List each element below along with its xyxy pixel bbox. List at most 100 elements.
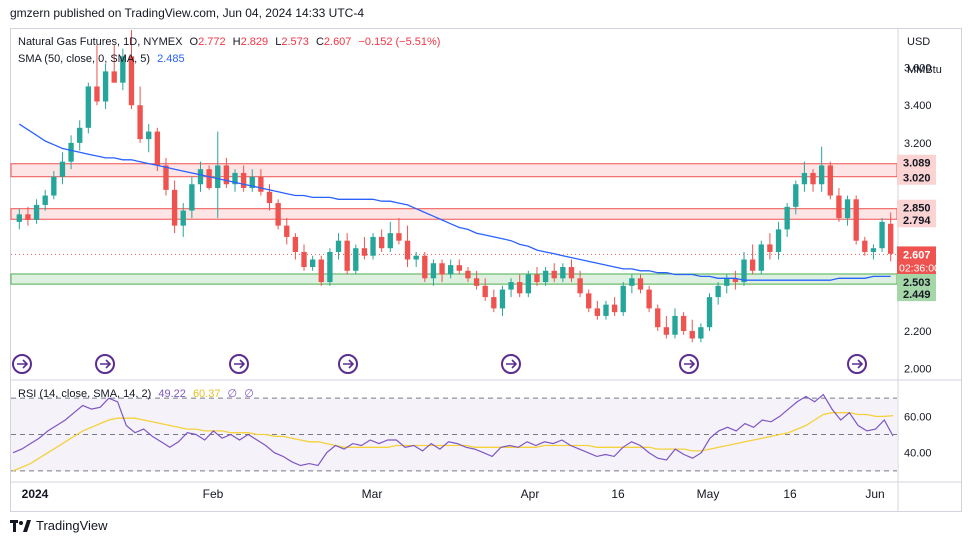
candle: [301, 244, 307, 271]
candle-body: [163, 165, 169, 190]
candle-body: [309, 259, 316, 268]
last-price-label: 2.607: [903, 249, 931, 261]
candle-body: [758, 244, 764, 271]
candle-body: [689, 330, 695, 339]
candle-body: [422, 255, 428, 279]
zone-resistance-1: [10, 208, 898, 220]
candle-body: [603, 304, 609, 316]
candle: [128, 30, 135, 110]
candle-body: [801, 172, 808, 185]
candle-body: [396, 233, 402, 241]
candle: [577, 270, 583, 298]
candle: [542, 267, 549, 286]
candle-body: [189, 184, 195, 211]
event-marker-arrow: [17, 359, 29, 369]
candle-body: [102, 71, 109, 102]
symbol-title: Natural Gas Futures, 1D, NYMEX: [18, 36, 183, 48]
candle-body: [448, 265, 454, 275]
candle-body: [223, 165, 230, 185]
candle: [422, 251, 428, 283]
candle: [266, 184, 273, 211]
candle: [223, 157, 230, 189]
time-tick-label: Apr: [521, 487, 540, 501]
candle-body: [111, 71, 117, 83]
candle: [240, 165, 247, 192]
candle-body: [836, 195, 842, 219]
zone-1-top-label: 3.089: [903, 158, 931, 170]
rsi-line: [12, 393, 894, 467]
footer-brand[interactable]: TradingView: [10, 518, 108, 533]
candle-body: [77, 127, 83, 143]
publisher-caption: gmzern published on TradingView.com, Jun…: [10, 6, 364, 20]
candle-body: [215, 165, 221, 189]
candle: [206, 165, 212, 190]
price-tick-label: 3.200: [904, 138, 932, 150]
candle-body: [171, 189, 178, 226]
candle-body: [499, 289, 506, 309]
candle: [499, 285, 506, 316]
sma-line: [18, 123, 891, 281]
currency-label[interactable]: USD: [907, 36, 931, 48]
event-marker-icon: [501, 354, 521, 374]
candle-body: [568, 267, 575, 279]
low-label: L: [275, 36, 282, 48]
candle-body: [120, 56, 126, 83]
candle: [818, 146, 825, 192]
countdown-label: 02:36:00: [899, 262, 940, 274]
candle: [404, 225, 411, 268]
candle: [706, 293, 713, 331]
candle: [249, 169, 255, 192]
candle-body: [732, 278, 739, 283]
zone-3-bottom-label-bg: [897, 286, 936, 302]
candle: [698, 323, 704, 343]
candle-body: [370, 236, 376, 256]
candle-body: [879, 221, 885, 249]
time-axis: 2024 Feb Mar Apr 16 May 16 Jun: [22, 487, 885, 501]
candle: [775, 221, 782, 260]
candle-body: [275, 203, 281, 226]
unit-label[interactable]: MMBtu: [907, 64, 942, 76]
candle-body: [508, 282, 514, 290]
candle-body: [862, 240, 868, 252]
zone-3-top-label-bg: [897, 273, 936, 289]
rsi-sma-value: 60.37: [192, 388, 221, 400]
candle-body: [318, 259, 324, 283]
candle-body: [611, 304, 618, 313]
rsi-tick-label: 60.00: [904, 411, 932, 423]
candle: [439, 259, 445, 283]
candle: [594, 300, 601, 320]
candle: [335, 233, 342, 260]
candle-body: [42, 195, 48, 205]
candle: [793, 180, 799, 215]
candle-body: [586, 293, 592, 309]
candle-body: [284, 225, 290, 237]
time-tick-label: Feb: [203, 487, 224, 501]
chart-frame: [10, 28, 962, 512]
candle-body: [378, 236, 385, 249]
zones: [10, 163, 898, 285]
rsi-value: 49.22: [158, 388, 186, 400]
zone-3-bottom-label: 2.449: [903, 289, 931, 301]
candle: [258, 169, 264, 196]
candle: [163, 157, 169, 196]
candle-body: [741, 259, 747, 283]
candle: [465, 267, 471, 283]
candle: [862, 236, 868, 256]
candle: [888, 212, 894, 262]
candle: [525, 270, 532, 298]
candle: [275, 199, 281, 230]
candle-body: [827, 165, 833, 196]
sma-label: SMA (50, close, 0, SMA, 5): [18, 53, 151, 65]
candle: [456, 259, 462, 275]
event-marker-arrow: [684, 359, 696, 369]
candle: [732, 270, 739, 290]
candle: [94, 45, 100, 106]
candle: [586, 289, 592, 313]
time-tick-label: 16: [783, 487, 797, 501]
candle-body: [637, 278, 644, 290]
candle: [517, 274, 523, 298]
candle-body: [680, 315, 687, 331]
candle-body: [853, 199, 859, 241]
candle-body: [68, 142, 74, 162]
